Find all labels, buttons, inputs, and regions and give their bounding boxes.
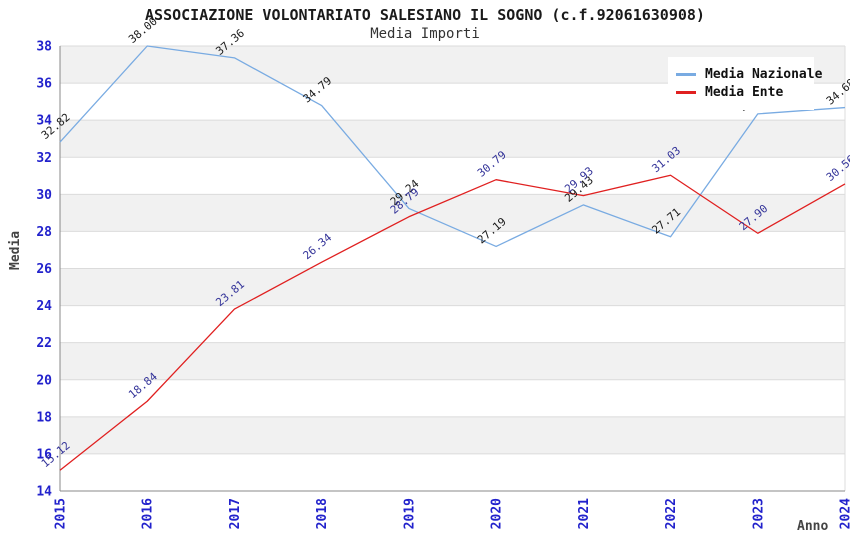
- x-tick-label: 2024: [839, 498, 850, 529]
- x-tick-label: 2020: [490, 498, 505, 529]
- y-tick-label: 26: [36, 262, 52, 277]
- y-tick-label: 38: [36, 40, 52, 55]
- x-tick-label: 2021: [577, 498, 592, 529]
- legend-item-media-ente: Media Ente: [676, 85, 808, 100]
- y-tick-label: 24: [36, 299, 52, 314]
- x-tick-label: 2022: [664, 498, 679, 529]
- y-tick-label: 30: [36, 188, 52, 203]
- y-tick-label: 18: [36, 410, 52, 425]
- plot-band: [60, 120, 845, 158]
- legend: Media Nazionale Media Ente: [668, 57, 822, 110]
- plot-band: [60, 194, 845, 232]
- plot-band: [60, 268, 845, 306]
- chart-title: ASSOCIAZIONE VOLONTARIATO SALESIANO IL S…: [145, 6, 705, 24]
- y-tick-label: 36: [36, 77, 52, 92]
- point-label: 38.00: [126, 15, 160, 46]
- legend-label-media-nazionale: Media Nazionale: [705, 67, 823, 82]
- y-axis-title: Media: [8, 230, 23, 270]
- y-tick-label: 22: [36, 336, 52, 351]
- x-tick-label: 2018: [315, 498, 330, 529]
- chart-subtitle: Media Importi: [370, 26, 480, 42]
- legend-label-media-ente: Media Ente: [705, 85, 784, 100]
- x-tick-label: 2017: [228, 498, 243, 529]
- y-tick-label: 16: [36, 447, 52, 462]
- y-tick-label: 14: [36, 485, 52, 500]
- x-tick-label: 2023: [751, 498, 766, 529]
- y-tick-label: 34: [36, 114, 52, 129]
- x-tick-label: 2015: [54, 498, 69, 529]
- x-tick-label: 2016: [141, 498, 156, 529]
- legend-swatch-media-ente-icon: [676, 91, 696, 94]
- y-tick-label: 28: [36, 225, 52, 240]
- media-ente-line: [59, 174, 846, 471]
- y-tick-label: 32: [36, 151, 52, 166]
- media-nazionale-line: [59, 45, 846, 248]
- legend-item-media-nazionale: Media Nazionale: [676, 67, 822, 82]
- x-tick-label: 2019: [402, 498, 417, 529]
- x-axis-title: Anno: [797, 519, 829, 534]
- y-tick-label: 20: [36, 373, 52, 388]
- legend-swatch-media-nazionale-icon: [676, 73, 696, 76]
- plot-band: [60, 342, 845, 380]
- plot-band: [60, 416, 845, 454]
